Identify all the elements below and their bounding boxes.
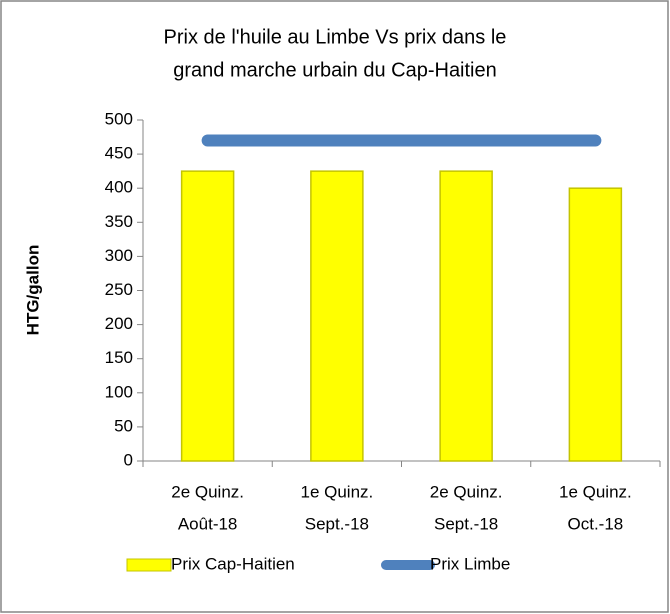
y-axis-label: HTG/gallon bbox=[23, 245, 42, 336]
y-tick-label: 50 bbox=[114, 416, 133, 435]
chart-title: Prix de l'huile au Limbe Vs prix dans le bbox=[164, 26, 507, 48]
legend-label: Prix Cap-Haitien bbox=[171, 554, 295, 573]
y-tick-label: 450 bbox=[105, 144, 133, 163]
y-tick-label: 200 bbox=[105, 314, 133, 333]
y-tick-label: 150 bbox=[105, 348, 133, 367]
x-tick-label: Sept.-18 bbox=[305, 514, 369, 533]
y-tick-label: 250 bbox=[105, 280, 133, 299]
x-tick-label: 2e Quinz. bbox=[171, 482, 244, 501]
x-tick-label: Sept.-18 bbox=[434, 514, 498, 533]
legend-label: Prix Limbe bbox=[430, 554, 510, 573]
x-tick-label: 1e Quinz. bbox=[300, 482, 373, 501]
x-tick-label: 2e Quinz. bbox=[430, 482, 503, 501]
x-tick-label: 1e Quinz. bbox=[559, 482, 632, 501]
y-tick-label: 500 bbox=[105, 109, 133, 128]
x-tick-label: Août-18 bbox=[178, 514, 238, 533]
chart-title: grand marche urbain du Cap-Haitien bbox=[173, 59, 497, 81]
y-tick-label: 0 bbox=[124, 450, 133, 469]
bar bbox=[310, 170, 364, 462]
bar bbox=[568, 187, 623, 462]
bar bbox=[439, 170, 493, 462]
y-tick-label: 300 bbox=[105, 246, 133, 265]
y-tick-label: 350 bbox=[105, 212, 133, 231]
y-tick-label: 400 bbox=[105, 178, 133, 197]
bar bbox=[180, 170, 235, 462]
y-tick-label: 100 bbox=[105, 382, 133, 401]
x-tick-label: Oct.-18 bbox=[568, 514, 624, 533]
legend-swatch bbox=[126, 558, 172, 572]
